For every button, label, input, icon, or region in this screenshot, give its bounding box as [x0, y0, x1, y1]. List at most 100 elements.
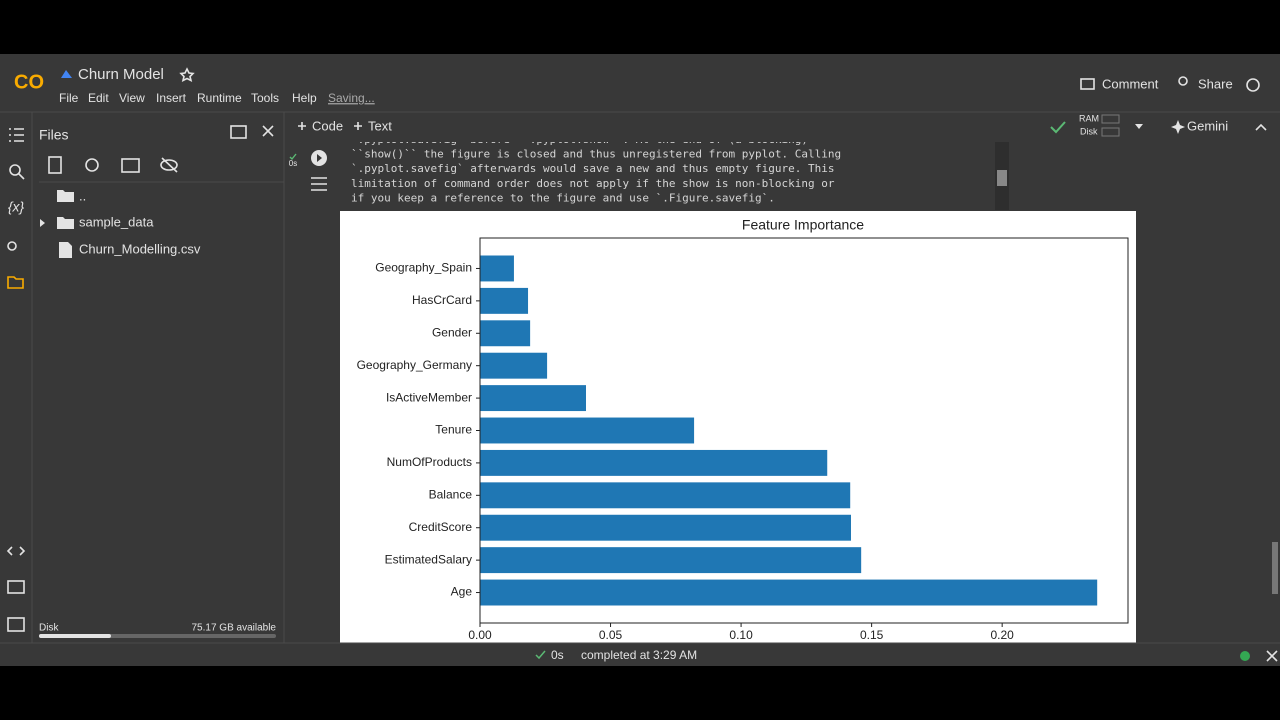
y-tick-label: EstimatedSalary [385, 552, 472, 566]
disk-used [39, 634, 111, 638]
bar [480, 547, 862, 574]
menu-item[interactable]: Edit [88, 91, 109, 105]
file-icon [59, 242, 72, 258]
ram-label: RAM [1079, 113, 1099, 123]
output-line: limitation of command order does not app… [351, 177, 835, 190]
scrollbar-thumb[interactable] [997, 170, 1007, 186]
chart-title: Feature Importance [742, 217, 864, 233]
y-tick-label: IsActiveMember [386, 390, 472, 404]
run-button-glyph [317, 154, 322, 162]
sidebar-title: Files [39, 127, 69, 143]
bar [480, 514, 851, 541]
bar [480, 287, 529, 314]
x-tick-label: 0.00 [468, 628, 492, 642]
settings-icon[interactable] [1246, 78, 1260, 92]
hide-icon [161, 157, 178, 173]
exec-time: 0s [289, 159, 297, 168]
toc-icon[interactable] [9, 128, 24, 142]
output-lines: `.pyplot.savefig` before ``.pyplot.show`… [351, 133, 841, 204]
new-window-icon[interactable] [230, 125, 247, 139]
status-message: completed at 3:29 AM [581, 648, 697, 662]
terminal-icon[interactable] [7, 617, 25, 632]
logo[interactable]: CO [14, 71, 44, 93]
close-status[interactable] [1266, 650, 1278, 662]
comment-icon [1080, 78, 1095, 90]
bar [480, 255, 514, 282]
files-icon[interactable] [7, 276, 24, 289]
variables-icon[interactable]: {x} [8, 199, 25, 215]
bar [480, 449, 828, 476]
close-sidebar[interactable] [262, 125, 274, 137]
y-tick-label: Tenure [435, 423, 472, 437]
menu-item[interactable]: File [59, 91, 79, 105]
share-button[interactable]: Share [1198, 76, 1233, 91]
connected-icon [1050, 121, 1066, 134]
bar [480, 352, 548, 379]
x-tick-label: 0.10 [729, 628, 753, 642]
code-snippets-icon[interactable] [6, 546, 26, 556]
gemini-icon [1171, 120, 1185, 134]
disk-label: Disk [39, 623, 59, 634]
folder-icon [57, 190, 74, 202]
disk-label: Disk [1080, 126, 1098, 136]
folder-icon [57, 217, 74, 229]
menu-item[interactable]: Tools [251, 91, 279, 105]
output-line: `.pyplot.savefig` before ``.pyplot.show`… [351, 133, 808, 146]
y-tick-label: Age [451, 585, 473, 599]
output-text: `.pyplot.savefig` before ``.pyplot.show`… [351, 133, 841, 204]
notebook-title[interactable]: Churn Model [78, 66, 164, 83]
save-status: Saving... [328, 91, 375, 105]
upload-icon[interactable] [48, 156, 62, 174]
chart-viewport: Feature Importance Age EstimatedSalary Cre… [340, 211, 1136, 643]
runtime-dropdown[interactable] [1135, 124, 1143, 129]
menu-item[interactable]: Help [292, 91, 317, 105]
hide-icon[interactable] [160, 159, 178, 171]
collapse-button[interactable] [1255, 123, 1267, 131]
status-bar [0, 643, 1280, 666]
chart: Feature Importance Age EstimatedSalary Cre… [357, 217, 1129, 642]
x-tick-label: 0.15 [860, 628, 884, 642]
drive-mount-icon[interactable] [121, 158, 140, 173]
output-menu[interactable] [311, 177, 327, 191]
file-tree-item[interactable]: Churn_Modelling.csv [79, 241, 201, 256]
run-ok-icon [289, 153, 297, 161]
ram-meter [1101, 114, 1120, 124]
expand-icon[interactable] [40, 219, 45, 227]
y-tick-label: NumOfProducts [387, 455, 472, 469]
plus-icon [298, 122, 306, 130]
gemini-button[interactable]: Gemini [1187, 118, 1228, 133]
search-icon[interactable] [9, 164, 21, 176]
bar [480, 579, 1098, 606]
y-tick-label: CreditScore [409, 520, 473, 534]
y-tick-label: Gender [432, 325, 472, 339]
menu-bar: File Edit View Insert Runtime Tools Help [59, 91, 317, 105]
y-tick-label: Geography_Spain [375, 261, 472, 275]
plot-frame [479, 237, 1129, 624]
secrets-icon[interactable] [7, 241, 17, 251]
page-scrollbar[interactable] [1272, 542, 1278, 594]
add-code-button[interactable]: Code [312, 118, 343, 133]
output-line: `.pyplot.savefig` afterwards would save … [351, 162, 834, 175]
refresh-icon[interactable] [85, 158, 99, 172]
status-time: 0s [551, 648, 564, 662]
output-line: ``show()`` the figure is closed and thus… [351, 148, 841, 161]
menu-item[interactable]: View [119, 91, 145, 105]
file-tree-item[interactable]: .. [79, 188, 86, 203]
bar [480, 482, 851, 509]
menu-item[interactable]: Insert [156, 91, 187, 105]
add-text-button[interactable]: Text [368, 118, 392, 133]
y-tick-label: Geography_Germany [357, 358, 472, 372]
bar [480, 417, 695, 444]
connection-dot [1240, 651, 1250, 661]
file-tree-item[interactable]: sample_data [79, 214, 154, 229]
menu-item[interactable]: Runtime [197, 91, 242, 105]
star-icon[interactable] [179, 67, 195, 82]
command-palette-icon[interactable] [7, 580, 25, 594]
y-tick-label: Balance [429, 487, 473, 501]
comment-button[interactable]: Comment [1102, 76, 1159, 91]
x-tick-label: 0.05 [599, 628, 623, 642]
disk-free: 75.17 GB available [191, 623, 276, 634]
output-line: if you keep a reference to the figure an… [351, 191, 775, 204]
